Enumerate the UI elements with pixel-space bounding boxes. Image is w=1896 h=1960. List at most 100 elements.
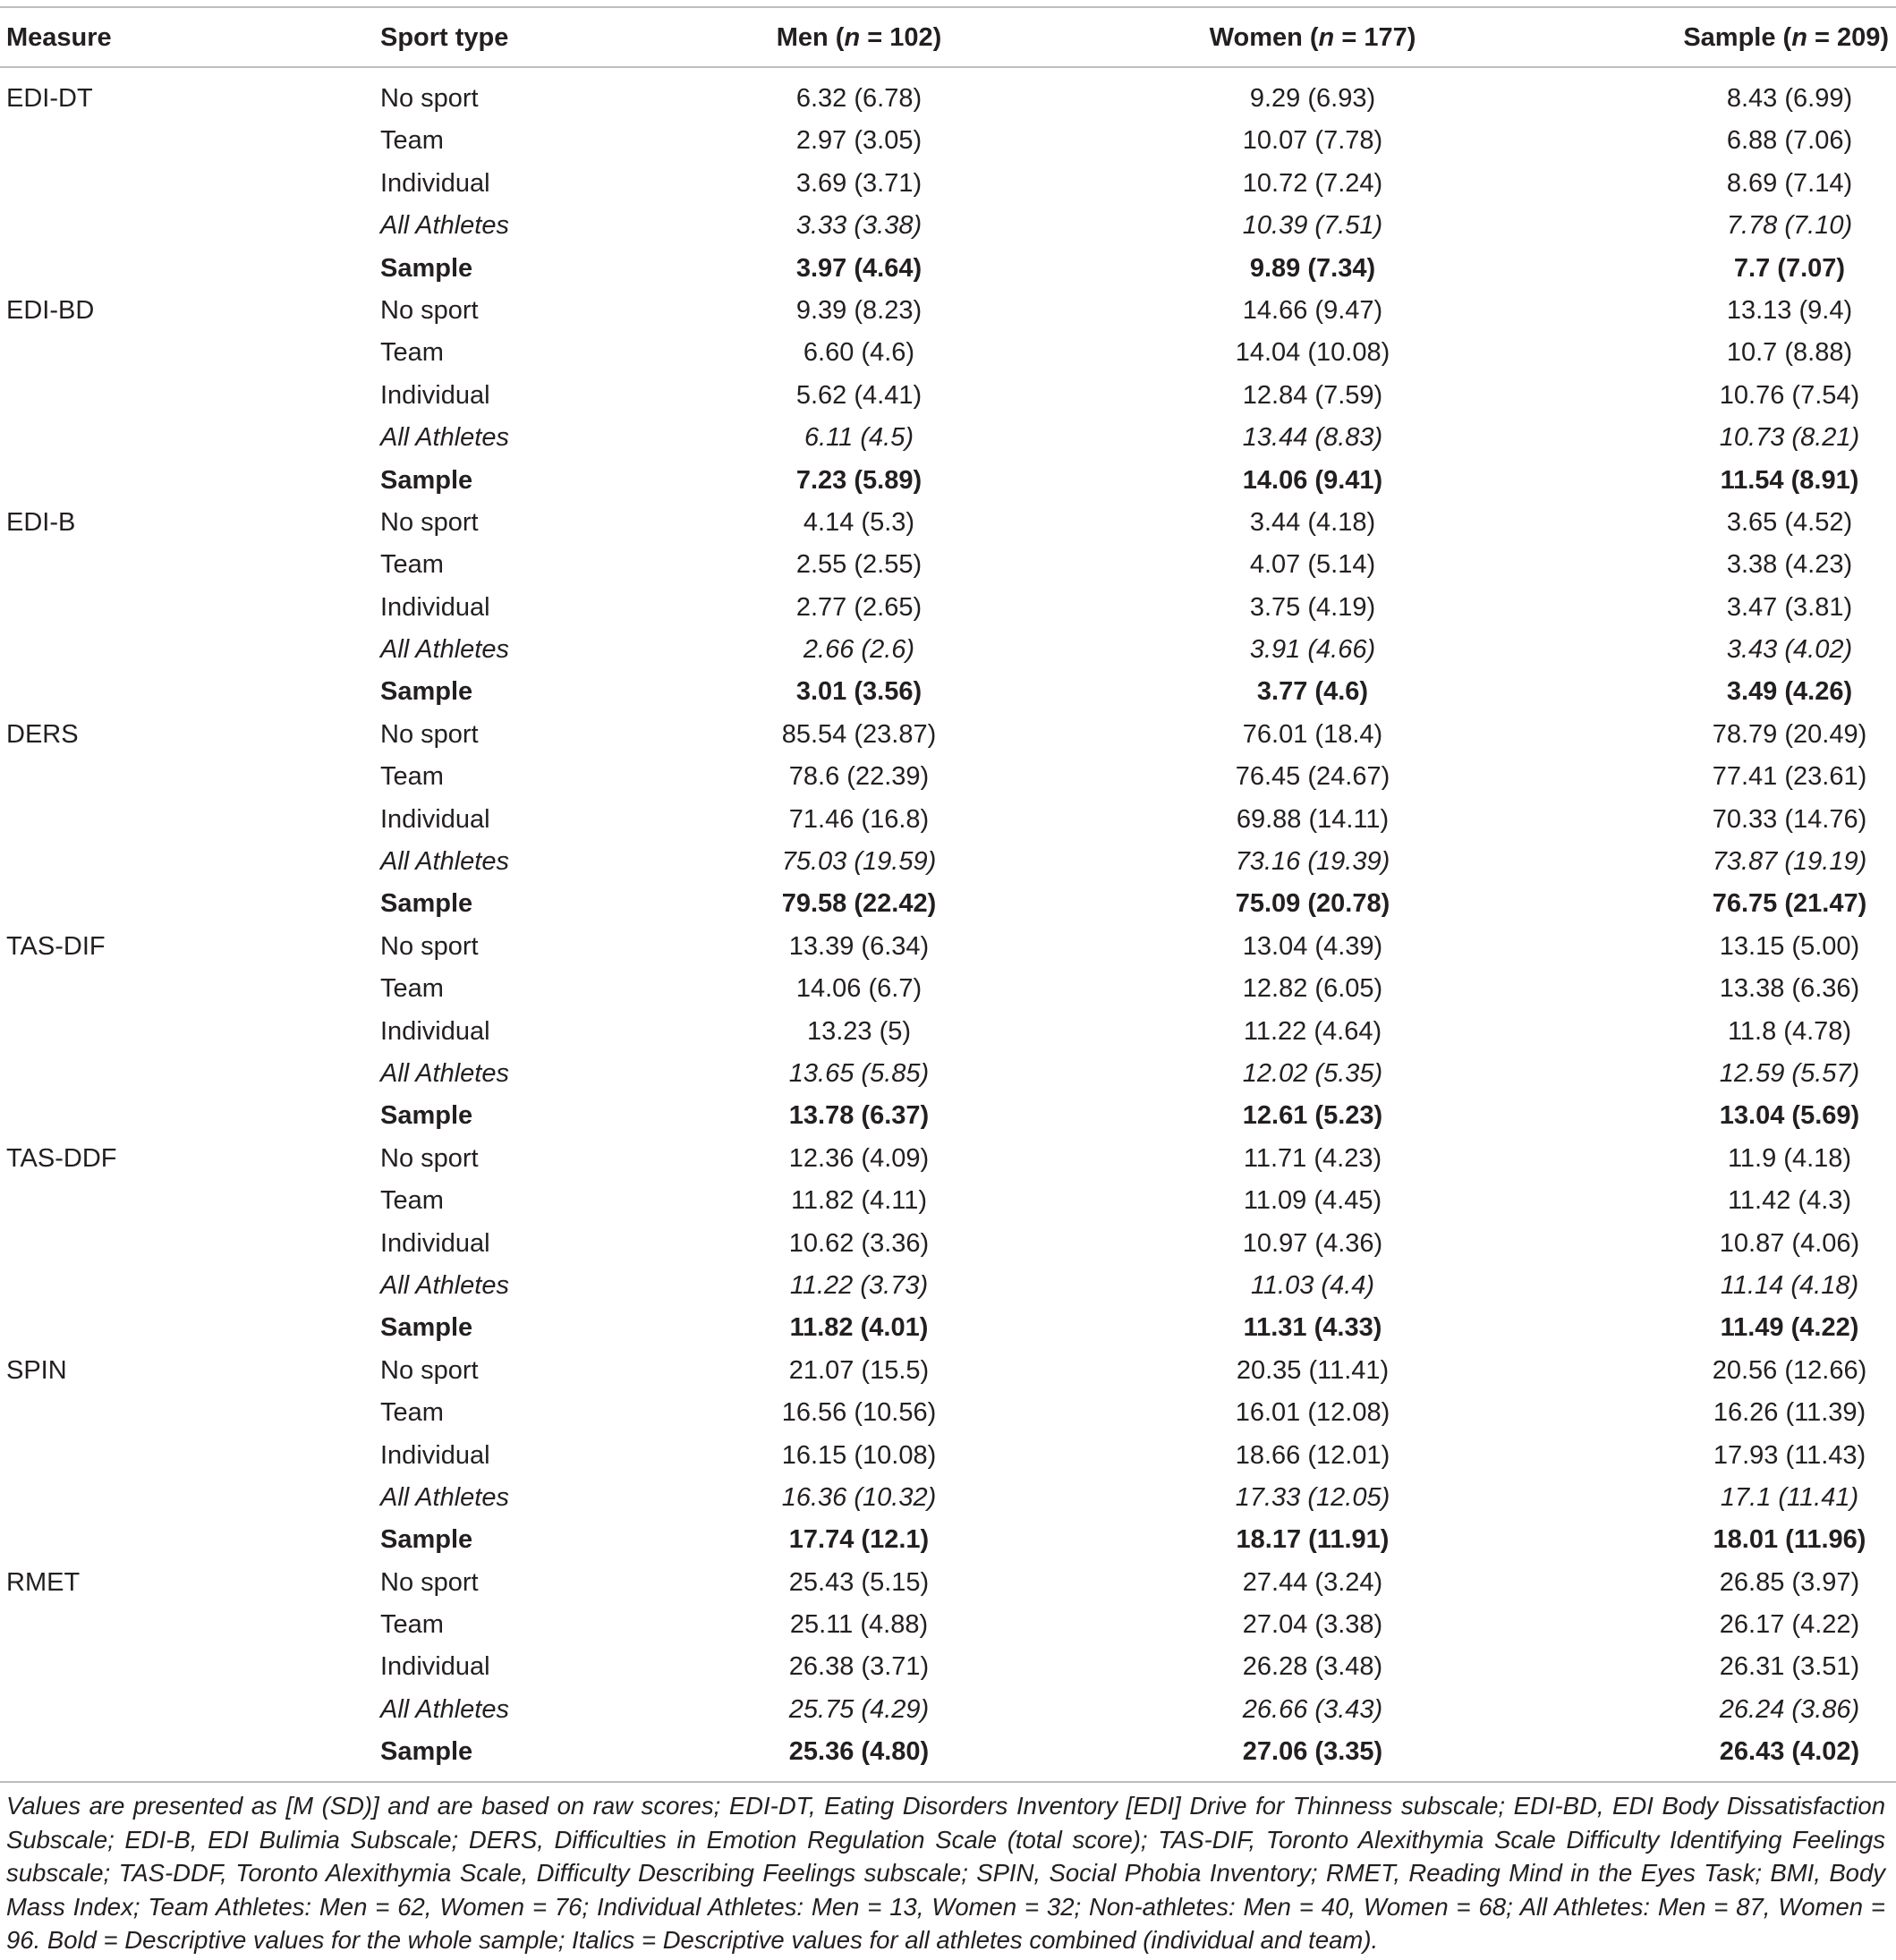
cell-men: 16.36 (10.32) [781,1482,937,1512]
cell-sport-type: Sample [380,1525,473,1555]
cell-men: 14.06 (6.7) [795,974,922,1004]
cell-sport-type: Sample [380,465,473,495]
cell-women: 26.66 (3.43) [1242,1694,1383,1724]
cell-sport-type: All Athletes [380,1270,509,1300]
cell-women: 12.61 (5.23) [1242,1101,1383,1131]
cell-men: 11.22 (3.73) [789,1270,929,1300]
cell-men: 7.23 (5.89) [795,465,922,495]
header-sample-suffix: = 209) [1807,23,1889,52]
cell-women: 9.29 (6.93) [1249,84,1376,113]
table-row: Sample 13.78 (6.37) 12.61 (5.23) 13.04 (5.6… [0,1095,1896,1137]
table-row: Sample 3.97 (4.64) 9.89 (7.34) 7.7 (7.07) [0,248,1896,290]
cell-sport-type: All Athletes [380,211,509,241]
cell-sample: 12.59 (5.57) [1719,1058,1860,1088]
cell-sample: 11.54 (8.91) [1720,465,1859,495]
cell-men: 4.14 (5.3) [803,507,915,537]
cell-men: 16.15 (10.08) [781,1440,937,1470]
table-row: Team 2.55 (2.55) 4.07 (5.14) 3.38 (4.23) [0,544,1896,586]
cell-sport-type: All Athletes [380,1058,509,1088]
cell-women: 20.35 (11.41) [1236,1355,1390,1385]
cell-men: 3.97 (4.64) [795,253,922,283]
cell-women: 10.39 (7.51) [1242,211,1383,241]
cell-women: 17.33 (12.05) [1235,1482,1390,1512]
cell-sample: 77.41 (23.61) [1712,762,1867,792]
header-sample: Sample (n = 209) [1683,16,1889,59]
cell-sport-type: Sample [380,1101,473,1131]
cell-sample: 7.7 (7.07) [1733,253,1846,283]
cell-sample: 70.33 (14.76) [1712,804,1867,834]
table-row: Team 2.97 (3.05) 10.07 (7.78) 6.88 (7.06) [0,120,1896,162]
cell-women: 3.44 (4.18) [1249,507,1376,537]
cell-men: 9.39 (8.23) [795,295,922,325]
cell-sport-type: All Athletes [380,1694,509,1724]
cell-men: 11.82 (4.01) [789,1313,929,1343]
cell-men: 26.38 (3.71) [788,1652,930,1682]
header-women-prefix: Women ( [1209,23,1319,52]
cell-men: 13.78 (6.37) [788,1101,930,1131]
cell-women: 13.44 (8.83) [1242,423,1383,453]
cell-sample: 73.87 (19.19) [1712,847,1867,877]
cell-sample: 26.17 (4.22) [1719,1610,1860,1640]
cell-men: 11.82 (4.11) [790,1186,928,1216]
table-row: Individual 26.38 (3.71) 26.28 (3.48) 26.31 … [0,1646,1896,1688]
cell-sample: 11.49 (4.22) [1720,1313,1859,1343]
cell-sport-type: No sport [380,719,479,749]
table-row: EDI-DT No sport 6.32 (6.78) 9.29 (6.93) 8.43… [0,78,1896,120]
cell-men: 25.11 (4.88) [789,1610,929,1640]
cell-sample: 16.26 (11.39) [1713,1398,1866,1428]
cell-men: 6.32 (6.78) [795,84,922,113]
cell-measure: EDI-BD [6,295,95,325]
cell-measure: TAS-DDF [6,1143,117,1173]
cell-men: 79.58 (22.42) [781,889,937,919]
cell-sport-type: No sport [380,295,479,325]
header-men: Men (n = 102) [680,16,1038,59]
cell-sample: 6.88 (7.06) [1726,126,1853,156]
cell-women: 16.01 (12.08) [1235,1398,1390,1428]
cell-sample: 17.1 (11.41) [1720,1482,1859,1512]
cell-sport-type: No sport [380,931,479,961]
cell-women: 9.89 (7.34) [1249,253,1376,283]
table-row: Team 16.56 (10.56) 16.01 (12.08) 16.26 (11.… [0,1392,1896,1434]
header-sport-type: Sport type [380,23,509,52]
cell-sport-type: All Athletes [380,1482,509,1512]
cell-men: 78.6 (22.39) [788,762,930,792]
cell-sample: 13.15 (5.00) [1719,931,1860,961]
cell-sample: 3.38 (4.23) [1726,550,1853,580]
cell-sample: 78.79 (20.49) [1712,719,1867,749]
cell-sport-type: Team [380,1186,444,1216]
cell-sport-type: Individual [380,1016,490,1046]
cell-sport-type: Team [380,762,444,792]
table-row: All Athletes 3.33 (3.38) 10.39 (7.51) 7.78 … [0,205,1896,247]
table-row: Team 14.06 (6.7) 12.82 (6.05) 13.38 (6.36) [0,968,1896,1010]
cell-women: 14.66 (9.47) [1242,295,1383,325]
cell-sport-type: Sample [380,1313,473,1343]
cell-men: 25.43 (5.15) [788,1567,930,1597]
cell-sample: 7.78 (7.10) [1726,211,1853,241]
cell-sport-type: All Athletes [380,847,509,877]
header-men-n: n [844,23,861,52]
cell-sample: 17.93 (11.43) [1713,1440,1866,1470]
cell-sport-type: Individual [380,168,490,198]
table-row: Individual 5.62 (4.41) 12.84 (7.59) 10.76 (… [0,375,1896,417]
table-row: EDI-B No sport 4.14 (5.3) 3.44 (4.18) 3.65 (… [0,502,1896,544]
table-header-row: Measure Sport type Men (n = 102) Women (… [0,16,1896,59]
cell-measure: EDI-DT [6,84,93,113]
cell-sport-type: Team [380,1610,444,1640]
cell-sport-type: All Athletes [380,423,509,453]
cell-men: 3.01 (3.56) [795,677,922,707]
cell-men: 2.97 (3.05) [795,126,922,156]
cell-sample: 10.73 (8.21) [1719,423,1860,453]
table-row: All Athletes 11.22 (3.73) 11.03 (4.4) 11.14… [0,1265,1896,1307]
table-row: Sample 11.82 (4.01) 11.31 (4.33) 11.49 (4.2… [0,1307,1896,1349]
header-men-suffix: = 102) [860,23,942,52]
cell-sport-type: Team [380,974,444,1004]
cell-women: 76.01 (18.4) [1242,719,1383,749]
table-row: All Athletes 16.36 (10.32) 17.33 (12.05) 17… [0,1477,1896,1519]
cell-women: 11.22 (4.64) [1243,1016,1382,1046]
cell-sample: 10.76 (7.54) [1719,380,1860,410]
table-row: Sample 3.01 (3.56) 3.77 (4.6) 3.49 (4.26) [0,671,1896,713]
header-sample-n: n [1791,23,1807,52]
cell-men: 3.33 (3.38) [795,211,922,241]
cell-men: 25.36 (4.80) [788,1737,930,1767]
cell-sport-type: Individual [380,1228,490,1258]
